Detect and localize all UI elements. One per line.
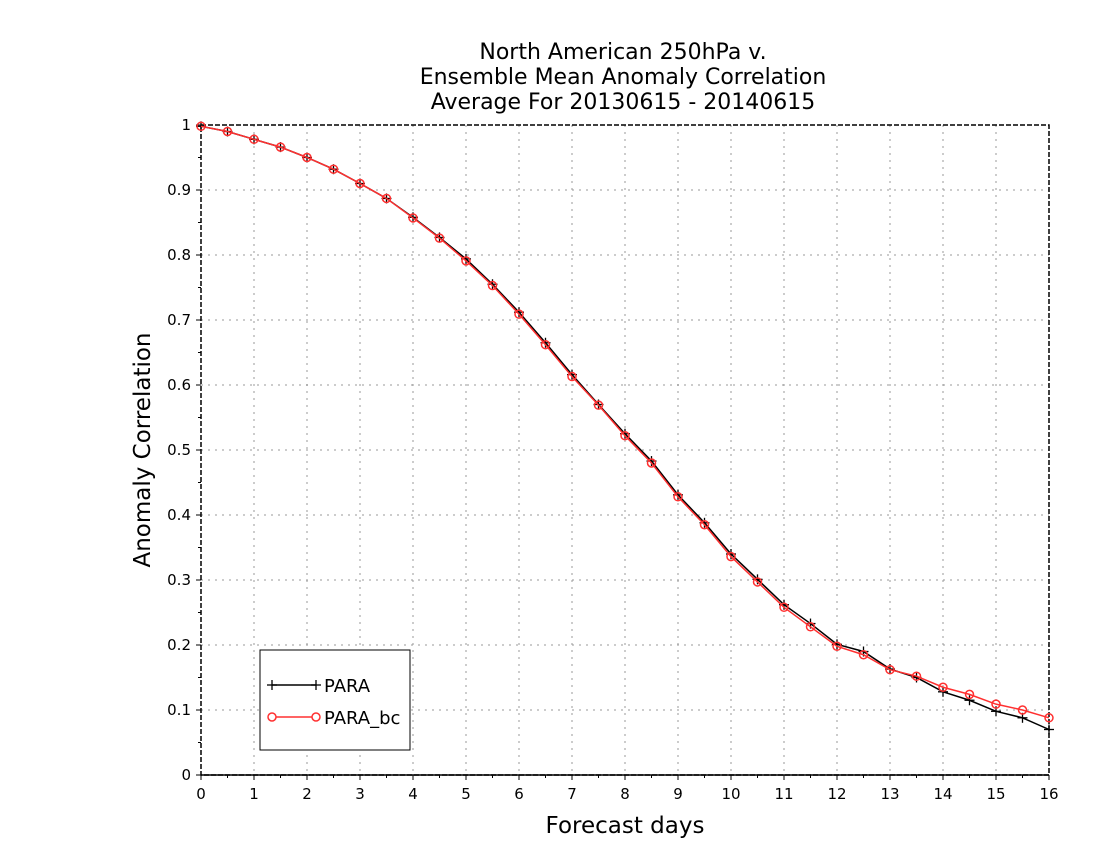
data-point-PARA_bc <box>381 193 392 204</box>
data-point-PARA_bc <box>646 458 657 468</box>
x-tick-label: 7 <box>567 785 577 803</box>
data-point-PARA_bc <box>222 126 233 137</box>
x-tick-label: 14 <box>933 785 952 803</box>
legend-marker <box>267 712 277 722</box>
data-point-PARA_bc <box>487 280 498 291</box>
x-tick-label: 0 <box>196 785 206 803</box>
y-tick-label: 0.6 <box>167 376 191 394</box>
x-tick-label: 3 <box>355 785 365 803</box>
data-point-PARA_bc <box>196 121 206 132</box>
data-point-PARA_bc <box>620 430 630 441</box>
x-tick-label: 1 <box>249 785 259 803</box>
legend-label: PARA <box>324 676 371 697</box>
chart-title: North American 250hPa v. Ensemble Mean A… <box>420 40 827 115</box>
data-point-PARA_bc <box>249 134 259 145</box>
data-point-PARA <box>1044 724 1054 735</box>
y-tick-label: 0.1 <box>167 701 191 719</box>
x-tick-label: 13 <box>880 785 899 803</box>
data-point-PARA_bc <box>567 371 577 382</box>
axes <box>196 124 1050 780</box>
y-tick-label: 1 <box>181 116 191 134</box>
data-point-PARA_bc <box>779 602 789 613</box>
data-point-PARA_bc <box>275 142 286 152</box>
legend-box <box>259 649 411 751</box>
data-point-PARA_bc <box>355 178 365 189</box>
data-point-PARA_bc <box>434 233 445 243</box>
title-line-3: Average For 20130615 - 20140615 <box>431 90 816 115</box>
x-tick-label: 2 <box>302 785 312 803</box>
x-tick-label: 15 <box>986 785 1005 803</box>
tick-labels: 0 1 2 3 4 5 6 7 8 9 10 11 12 13 14 15 1600.10.20.30.40.5… <box>167 116 1058 803</box>
x-tick-label: 12 <box>827 785 846 803</box>
data-point-PARA_bc <box>832 641 842 652</box>
data-point-PARA_bc <box>328 164 339 174</box>
series-PARA_bc <box>196 121 1054 723</box>
data-point-PARA_bc <box>991 699 1001 709</box>
data-point-PARA_bc <box>885 664 895 675</box>
legend-marker <box>311 712 321 722</box>
data-point-PARA_bc <box>1044 713 1054 723</box>
title-line-2: Ensemble Mean Anomaly Correlation <box>420 65 827 90</box>
data-point-PARA_bc <box>911 671 922 681</box>
y-axis-label: Anomaly Correlation <box>130 332 156 567</box>
series <box>196 121 1054 735</box>
legend-item-PARA: PARA <box>267 676 371 697</box>
data-point-PARA_bc <box>408 213 418 223</box>
x-tick-label: 16 <box>1039 785 1058 803</box>
y-tick-label: 0.7 <box>167 311 191 329</box>
data-point-PARA_bc <box>726 551 736 562</box>
y-tick-label: 0.3 <box>167 571 191 589</box>
data-point-PARA_bc <box>752 577 763 587</box>
x-tick-label: 4 <box>408 785 418 803</box>
data-point-PARA_bc <box>514 309 524 319</box>
title-line-1: North American 250hPa v. <box>479 40 766 65</box>
x-tick-label: 11 <box>774 785 793 803</box>
y-tick-label: 0.8 <box>167 246 191 264</box>
y-tick-label: 0.5 <box>167 441 191 459</box>
y-tick-label: 0.9 <box>167 181 191 199</box>
legend: PARA PARA_bc <box>259 649 411 751</box>
y-tick-label: 0 <box>181 766 191 784</box>
x-tick-label: 5 <box>461 785 471 803</box>
data-point-PARA_bc <box>540 339 551 350</box>
x-tick-label: 10 <box>721 785 740 803</box>
legend-label: PARA_bc <box>324 708 400 729</box>
data-point-PARA_bc <box>805 622 816 632</box>
data-point-PARA_bc <box>858 650 869 660</box>
x-tick-label: 6 <box>514 785 524 803</box>
x-axis-label: Forecast days <box>546 813 705 839</box>
x-tick-label: 8 <box>620 785 630 803</box>
data-point-PARA_bc <box>699 520 710 530</box>
data-point-PARA_bc <box>593 400 604 410</box>
data-point-PARA_bc <box>461 256 471 266</box>
x-tick-label: 9 <box>673 785 683 803</box>
data-point-PARA_bc <box>964 689 975 700</box>
y-tick-label: 0.2 <box>167 636 191 654</box>
y-tick-label: 0.4 <box>167 506 191 524</box>
data-point-PARA <box>964 695 975 706</box>
legend-item-PARA_bc: PARA_bc <box>267 708 400 729</box>
data-point-PARA_bc <box>673 492 683 502</box>
data-point-PARA_bc <box>938 682 948 692</box>
legend-items: PARA PARA_bc <box>267 676 400 729</box>
series-line-PARA_bc <box>200 125 1050 719</box>
data-point-PARA_bc <box>302 152 312 163</box>
data-point-PARA_bc <box>1017 705 1028 715</box>
